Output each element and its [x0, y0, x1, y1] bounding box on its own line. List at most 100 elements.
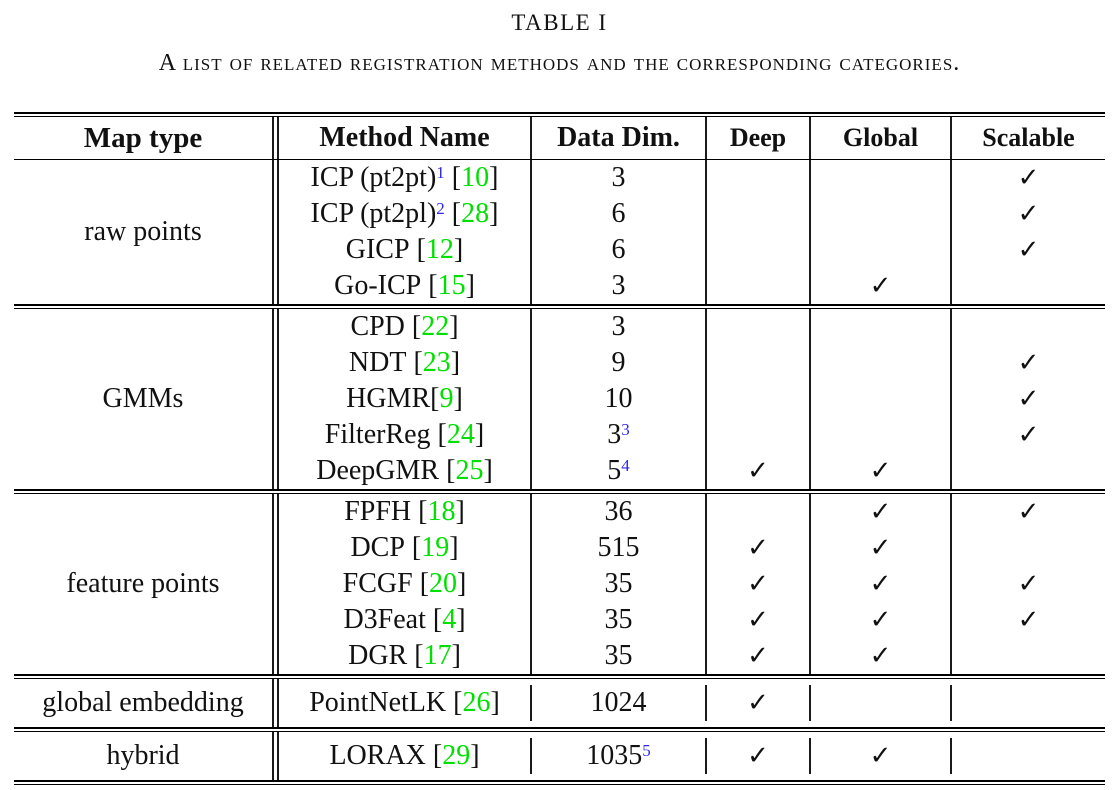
data-dim-cell: 54 [530, 453, 705, 489]
scalable-check-cell [950, 530, 1105, 566]
table-row: DGR [17] 35 ✓ ✓ [279, 638, 1105, 674]
citation-link[interactable]: 25 [455, 455, 484, 486]
column-header-method-name: Method Name [319, 122, 490, 153]
table-row: DCP [19] 515 ✓ ✓ [279, 530, 1105, 566]
data-dim-cell: 35 [530, 638, 705, 674]
table-caption: A list of related registration methods a… [158, 50, 961, 76]
table-row: DeepGMR [25] 54 ✓ ✓ [279, 453, 1105, 489]
data-dim-cell: 10 [530, 381, 705, 417]
table-row: NDT [23] 9 ✓ [279, 345, 1105, 381]
citation-link[interactable]: 4 [442, 604, 457, 635]
data-dim-cell: 3 [530, 309, 705, 345]
table-row: FPFH [18] 36 ✓ ✓ [279, 494, 1105, 530]
section-gmms: GMMs CPD [22] 3 NDT [23] 9 ✓ HGMR[9] 10 [14, 309, 1105, 489]
table-top-rule [14, 112, 1105, 117]
global-check-cell: ✓ [809, 738, 950, 774]
citation-link[interactable]: 15 [437, 270, 466, 301]
data-dim-cell: 9 [530, 345, 705, 381]
citation-link[interactable]: 12 [425, 234, 454, 265]
method-name: DCP [350, 532, 405, 563]
method-name: CPD [350, 311, 405, 342]
scalable-check-cell [950, 268, 1105, 304]
data-dim-cell: 515 [530, 530, 705, 566]
scalable-check-cell: ✓ [950, 232, 1105, 268]
citation-link[interactable]: 24 [446, 419, 475, 450]
method-cell: D3Feat [4] [343, 604, 466, 635]
method-cell: DeepGMR [25] [316, 455, 493, 486]
section-hybrid: hybrid LORAX [29] 10355 ✓ ✓ [14, 732, 1105, 780]
global-check-cell: ✓ [809, 638, 950, 674]
footnote-link[interactable]: 5 [642, 740, 651, 760]
citation-link[interactable]: 26 [462, 687, 491, 718]
header-separator-rule [14, 159, 1105, 160]
citation-link[interactable]: 10 [461, 162, 490, 193]
global-check-cell [809, 345, 950, 381]
deep-check-cell: ✓ [705, 602, 809, 638]
deep-check-cell [705, 196, 809, 232]
global-check-cell: ✓ [809, 268, 950, 304]
citation-link[interactable]: 22 [421, 311, 450, 342]
double-vertical-rule [272, 679, 279, 727]
section-separator-rule [14, 674, 1105, 679]
column-header-deep: Deep [705, 117, 809, 159]
method-name: DGR [348, 640, 408, 671]
deep-check-cell: ✓ [705, 638, 809, 674]
section-separator-rule [14, 489, 1105, 494]
method-cell: DGR [17] [348, 640, 461, 671]
section-separator-rule [14, 304, 1105, 309]
data-dim-cell: 10355 [530, 738, 705, 774]
table-row: D3Feat [4] 35 ✓ ✓ ✓ [279, 602, 1105, 638]
footnote-link[interactable]: 3 [621, 419, 630, 439]
column-header-data-dim: Data Dim. [530, 117, 705, 159]
data-dim-cell: 3 [530, 160, 705, 196]
table-row: FCGF [20] 35 ✓ ✓ ✓ [279, 566, 1105, 602]
data-dim-cell: 33 [530, 417, 705, 453]
map-type-label: global embedding [42, 687, 244, 718]
column-header-scalable: Scalable [950, 117, 1105, 159]
citation-link[interactable]: 19 [421, 532, 450, 563]
table-row: ICP (pt2pl)2 [28] 6 ✓ [279, 196, 1105, 232]
global-check-cell [809, 381, 950, 417]
method-name: LORAX [329, 740, 426, 771]
method-cell: HGMR[9] [346, 383, 463, 414]
method-name: NDT [348, 347, 407, 378]
map-type-label: GMMs [102, 383, 184, 414]
scalable-check-cell [950, 453, 1105, 489]
method-name: PointNetLK [309, 687, 447, 718]
citation-link[interactable]: 28 [461, 198, 490, 229]
data-dim-cell: 1024 [530, 685, 705, 721]
global-check-cell [809, 685, 950, 721]
deep-check-cell [705, 268, 809, 304]
data-dim-cell: 35 [530, 566, 705, 602]
method-cell: ICP (pt2pt)1 [10] [310, 162, 499, 193]
citation-link[interactable]: 23 [422, 347, 451, 378]
data-dim-cell: 6 [530, 232, 705, 268]
table-row: CPD [22] 3 [279, 309, 1105, 345]
method-cell: Go-ICP [15] [334, 270, 475, 301]
citation-link[interactable]: 18 [427, 496, 456, 527]
footnote-link[interactable]: 1 [436, 162, 445, 182]
method-name: HGMR [346, 383, 431, 414]
method-cell: FPFH [18] [344, 496, 465, 527]
deep-check-cell [705, 232, 809, 268]
data-dim-cell: 36 [530, 494, 705, 530]
method-name: FilterReg [324, 419, 431, 450]
global-check-cell: ✓ [809, 494, 950, 530]
double-vertical-rule [272, 732, 279, 780]
footnote-link[interactable]: 4 [621, 455, 630, 475]
citation-link[interactable]: 9 [439, 383, 454, 414]
footnote-link[interactable]: 2 [436, 198, 445, 218]
citation-link[interactable]: 17 [423, 640, 452, 671]
method-name: ICP (pt2pt) [310, 162, 437, 193]
citation-link[interactable]: 20 [429, 568, 458, 599]
method-cell: DCP [19] [350, 532, 459, 563]
table-row: PointNetLK [26] 1024 ✓ [279, 685, 1105, 721]
section-global-embedding: global embedding PointNetLK [26] 1024 ✓ [14, 679, 1105, 727]
citation-link[interactable]: 29 [442, 740, 471, 771]
deep-check-cell [705, 381, 809, 417]
global-check-cell [809, 196, 950, 232]
table-row: GICP [12] 6 ✓ [279, 232, 1105, 268]
method-name: FPFH [344, 496, 412, 527]
double-vertical-rule [272, 160, 279, 304]
scalable-check-cell: ✓ [950, 345, 1105, 381]
